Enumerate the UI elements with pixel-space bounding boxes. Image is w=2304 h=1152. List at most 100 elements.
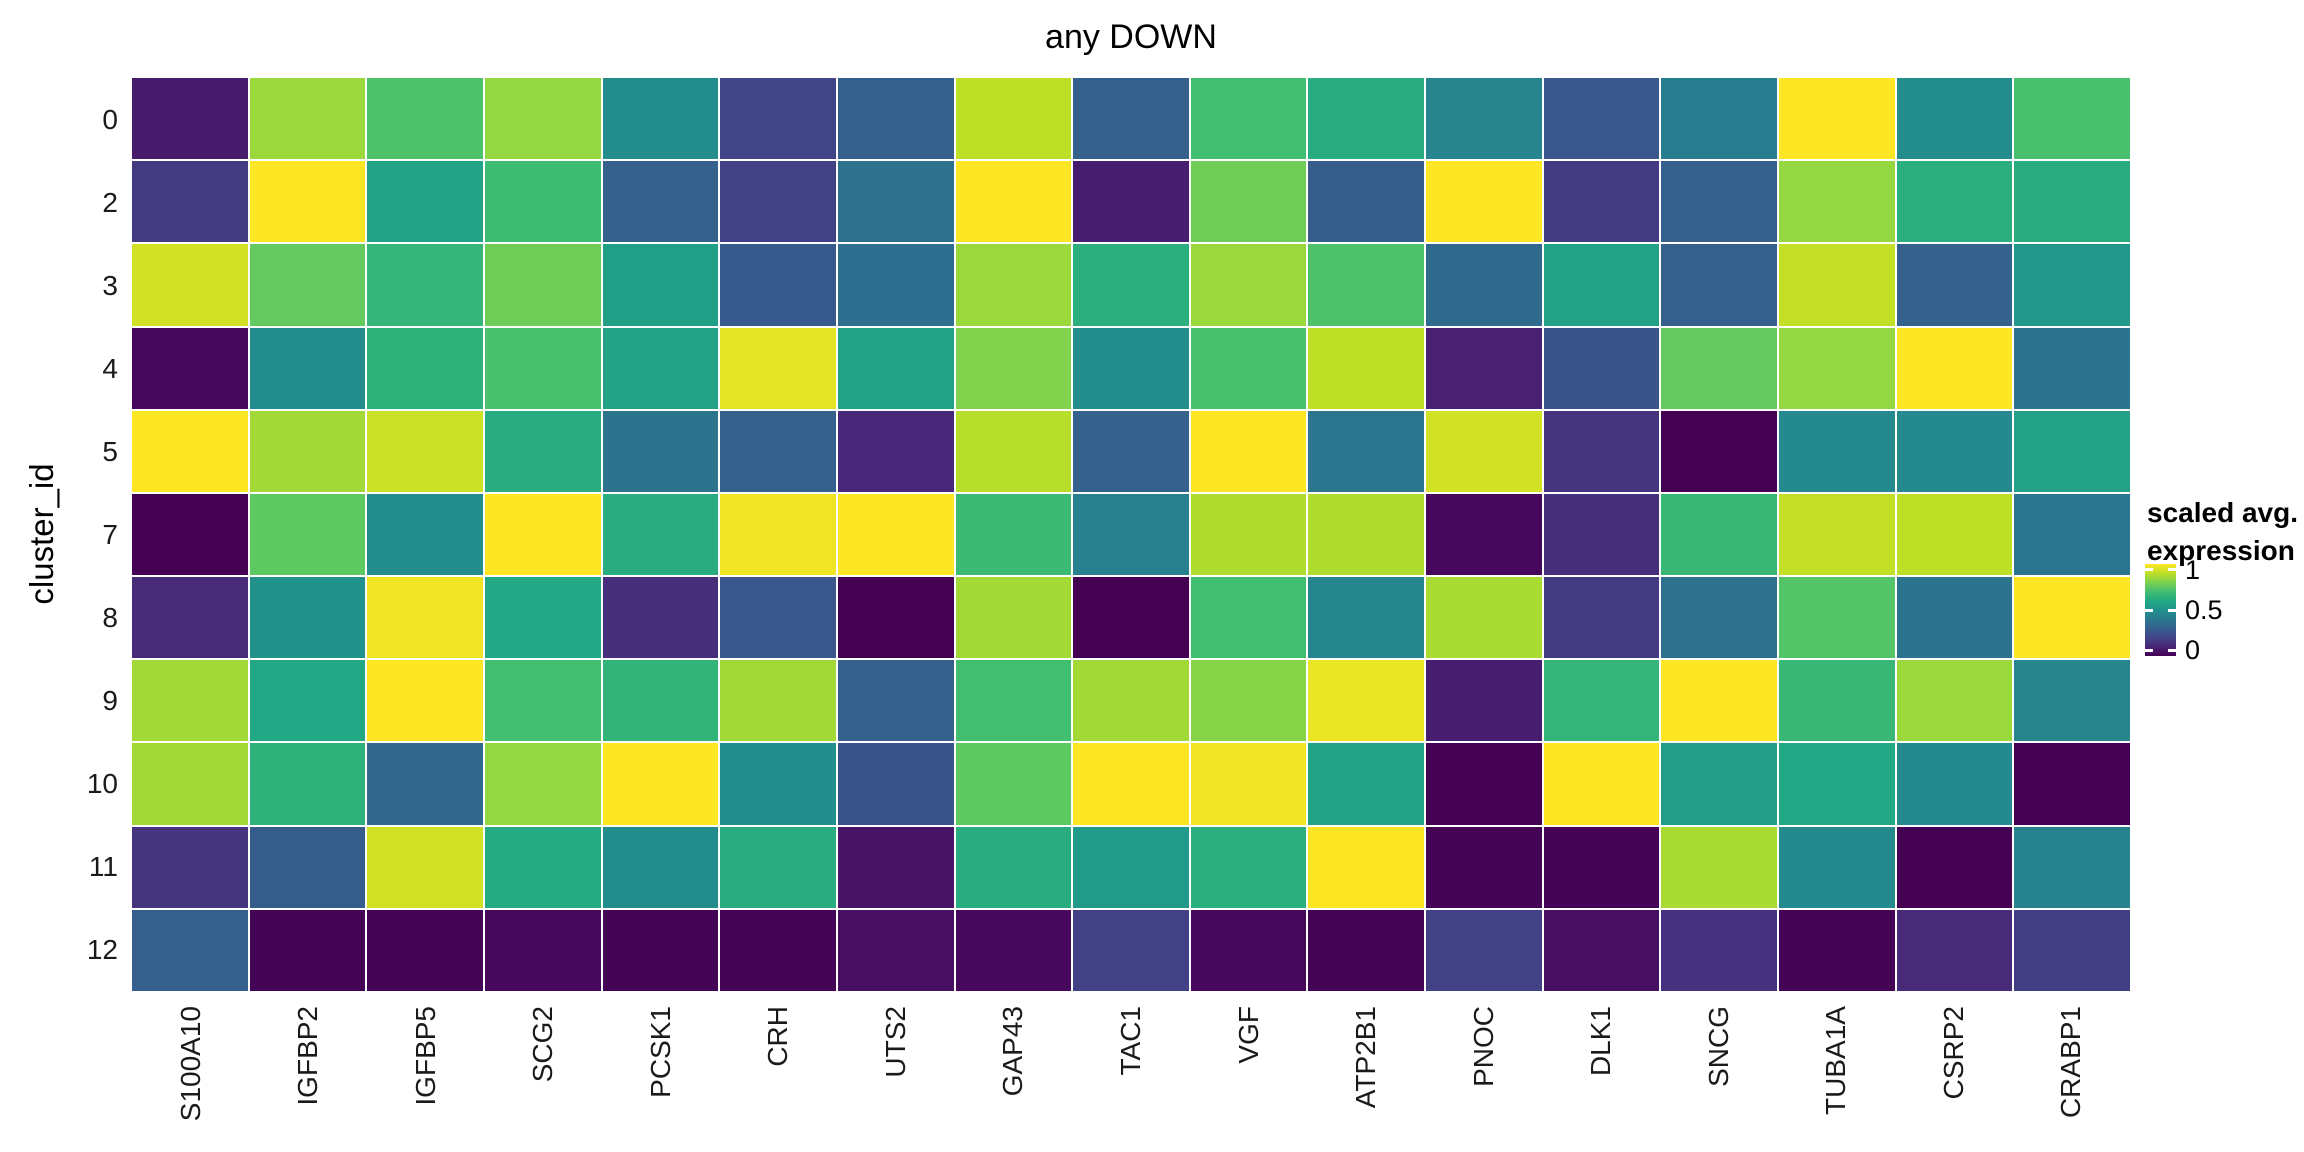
heatmap-cell — [720, 743, 836, 825]
heatmap-cell — [132, 161, 248, 243]
heatmap-cell — [837, 327, 954, 409]
heatmap-cell — [955, 161, 1072, 243]
y-tick-label: 7 — [102, 518, 118, 550]
heatmap-cell — [1543, 493, 1660, 576]
heatmap-cell — [484, 660, 601, 742]
heatmap-cell — [1661, 244, 1778, 326]
heatmap-cell — [837, 909, 954, 991]
heatmap-cell — [249, 660, 366, 742]
heatmap-cell — [1073, 244, 1189, 326]
heatmap-cell — [1073, 327, 1189, 409]
heatmap-cell — [1543, 577, 1660, 659]
heatmap-cell — [1073, 577, 1189, 659]
heatmap-cell — [1896, 161, 2013, 243]
legend-colorbar — [2145, 564, 2176, 656]
heatmap-cell — [1661, 493, 1778, 576]
heatmap-cell — [367, 743, 483, 825]
heatmap-cell — [1543, 743, 1660, 825]
heatmap-cell — [1779, 244, 1895, 326]
heatmap-cell — [1308, 826, 1425, 908]
heatmap-cell — [955, 909, 1072, 991]
heatmap-cell — [367, 493, 483, 576]
heatmap-cell — [1779, 493, 1895, 576]
heatmap-cell — [1308, 743, 1425, 825]
x-tick-label: TUBA1A — [1820, 1006, 1852, 1115]
heatmap-cell — [955, 244, 1072, 326]
heatmap-cell — [1190, 826, 1307, 908]
heatmap-cell — [367, 660, 483, 742]
heatmap-cell — [249, 577, 366, 659]
heatmap-cell — [484, 327, 601, 409]
x-tick-label: SNCG — [1702, 1006, 1734, 1087]
heatmap-cell — [1426, 577, 1542, 659]
heatmap-cell — [1073, 826, 1189, 908]
heatmap-cell — [1543, 161, 1660, 243]
heatmap-cell — [1661, 577, 1778, 659]
heatmap-cell — [249, 244, 366, 326]
heatmap-cell — [1308, 493, 1425, 576]
heatmap-cell — [720, 577, 836, 659]
y-tick-label: 11 — [88, 850, 118, 882]
heatmap-cell — [602, 327, 719, 409]
heatmap-cell — [1190, 410, 1307, 492]
y-tick-label: 10 — [86, 767, 118, 799]
heatmap-cell — [1543, 78, 1660, 160]
x-tick-label: UTS2 — [879, 1006, 911, 1078]
heatmap-cell — [1073, 493, 1189, 576]
heatmap-cell — [1308, 327, 1425, 409]
heatmap-cell — [1190, 78, 1307, 160]
heatmap-cell — [484, 244, 601, 326]
heatmap-cell — [602, 410, 719, 492]
heatmap-cell — [720, 909, 836, 991]
heatmap-cell — [484, 743, 601, 825]
y-axis-tick-labels: 0 2 3 4 5 7 8 9 10 11 12 — [0, 78, 118, 991]
heatmap-cell — [1308, 244, 1425, 326]
heatmap-cell — [132, 78, 248, 160]
heatmap-cell — [955, 327, 1072, 409]
heatmap-cell — [2014, 660, 2130, 742]
heatmap-cell — [1661, 826, 1778, 908]
heatmap-cell — [484, 826, 601, 908]
heatmap-cell — [249, 78, 366, 160]
heatmap-cell — [2014, 743, 2130, 825]
y-tick-label: 9 — [102, 684, 118, 716]
heatmap-cell — [837, 826, 954, 908]
heatmap-cell — [367, 244, 483, 326]
y-tick-label: 8 — [102, 601, 118, 633]
heatmap-cell — [2014, 826, 2130, 908]
heatmap-cell — [1779, 660, 1895, 742]
heatmap-cell — [249, 410, 366, 492]
legend-tick-mark — [2168, 648, 2176, 652]
heatmap-cell — [1896, 826, 2013, 908]
heatmap-cell — [955, 660, 1072, 742]
heatmap-cell — [1308, 161, 1425, 243]
heatmap-cell — [602, 577, 719, 659]
heatmap-cell — [602, 244, 719, 326]
heatmap-cell — [132, 743, 248, 825]
heatmap-cell — [1426, 244, 1542, 326]
heatmap-cell — [132, 410, 248, 492]
heatmap-cell — [367, 909, 483, 991]
heatmap-cell — [1073, 161, 1189, 243]
heatmap-cell — [602, 743, 719, 825]
heatmap-cell — [1190, 327, 1307, 409]
heatmap-cell — [1896, 327, 2013, 409]
heatmap-cell — [837, 410, 954, 492]
chart-title: any DOWN — [1045, 18, 1217, 56]
x-tick-label: CRH — [762, 1006, 794, 1067]
heatmap-cell — [249, 161, 366, 243]
heatmap-cell — [1779, 909, 1895, 991]
y-tick-label: 5 — [102, 435, 118, 467]
heatmap-cell — [1426, 909, 1542, 991]
heatmap-cell — [602, 660, 719, 742]
heatmap-cell — [1896, 660, 2013, 742]
heatmap-cell — [837, 743, 954, 825]
heatmap-cell — [837, 660, 954, 742]
heatmap-cell — [1543, 660, 1660, 742]
legend-tick-mark — [2145, 648, 2153, 652]
heatmap-cell — [367, 161, 483, 243]
heatmap-cell — [1190, 161, 1307, 243]
heatmap-cell — [2014, 78, 2130, 160]
y-tick-label: 3 — [102, 269, 118, 301]
heatmap-cell — [249, 327, 366, 409]
